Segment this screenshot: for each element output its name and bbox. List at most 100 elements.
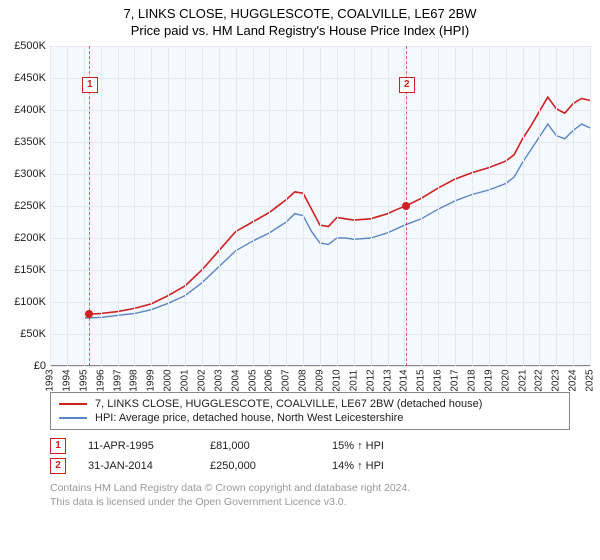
x-axis-label: 2012 [365, 369, 376, 391]
x-axis-label: 2008 [298, 369, 309, 391]
event-marker-2: 2 [50, 458, 66, 474]
x-gridline [337, 46, 338, 366]
x-gridline [421, 46, 422, 366]
x-axis-label: 2007 [281, 369, 292, 391]
x-axis-label: 2020 [500, 369, 511, 391]
y-axis-label: £300K [14, 168, 50, 180]
x-axis-label: 2001 [180, 369, 191, 391]
x-gridline [573, 46, 574, 366]
x-gridline [286, 46, 287, 366]
x-axis-label: 2016 [433, 369, 444, 391]
title-address: 7, LINKS CLOSE, HUGGLESCOTE, COALVILLE, … [0, 6, 600, 21]
x-axis-label: 2013 [382, 369, 393, 391]
y-axis-label: £450K [14, 72, 50, 84]
x-axis-label: 2021 [517, 369, 528, 391]
y-axis-label: £350K [14, 136, 50, 148]
footnote-line2: This data is licensed under the Open Gov… [50, 496, 570, 510]
x-axis-label: 2014 [399, 369, 410, 391]
x-gridline [185, 46, 186, 366]
plot-area: £0£50K£100K£150K£200K£250K£300K£350K£400… [50, 46, 590, 386]
event-dot [402, 202, 410, 210]
x-gridline [354, 46, 355, 366]
x-gridline [523, 46, 524, 366]
x-axis-label: 2018 [466, 369, 477, 391]
legend-label-hpi: HPI: Average price, detached house, Nort… [95, 412, 403, 424]
x-axis-label: 2019 [483, 369, 494, 391]
legend-item-hpi: HPI: Average price, detached house, Nort… [59, 411, 561, 425]
x-gridline [371, 46, 372, 366]
x-axis-label: 1998 [129, 369, 140, 391]
x-axis-label: 1997 [112, 369, 123, 391]
x-gridline [168, 46, 169, 366]
title-subtitle: Price paid vs. HM Land Registry's House … [0, 23, 600, 38]
chart-titles: 7, LINKS CLOSE, HUGGLESCOTE, COALVILLE, … [0, 0, 600, 38]
x-gridline [320, 46, 321, 366]
series-property [89, 97, 590, 314]
chart-container: 7, LINKS CLOSE, HUGGLESCOTE, COALVILLE, … [0, 0, 600, 509]
y-axis-label: £50K [20, 328, 50, 340]
x-gridline [269, 46, 270, 366]
x-gridline [219, 46, 220, 366]
x-gridline [134, 46, 135, 366]
x-axis-label: 2025 [585, 369, 596, 391]
x-axis-label: 1996 [95, 369, 106, 391]
x-gridline [590, 46, 591, 366]
event-date-2: 31-JAN-2014 [88, 460, 188, 472]
events-table: 1 11-APR-1995 £81,000 15% ↑ HPI 2 31-JAN… [50, 436, 570, 476]
x-axis-label: 2002 [196, 369, 207, 391]
x-gridline [101, 46, 102, 366]
event-row-1: 1 11-APR-1995 £81,000 15% ↑ HPI [50, 436, 570, 456]
x-axis-label: 1993 [45, 369, 56, 391]
y-axis-label: £500K [14, 40, 50, 52]
x-gridline [236, 46, 237, 366]
event-marker-1: 1 [50, 438, 66, 454]
y-axis-label: £100K [14, 296, 50, 308]
event-delta-2: 14% ↑ HPI [332, 460, 432, 472]
event-date-1: 11-APR-1995 [88, 440, 188, 452]
legend-swatch-property [59, 403, 87, 405]
event-price-1: £81,000 [210, 440, 310, 452]
x-axis-label: 2004 [230, 369, 241, 391]
y-axis-label: £400K [14, 104, 50, 116]
x-axis-label: 2011 [348, 370, 359, 392]
x-gridline [506, 46, 507, 366]
event-row-2: 2 31-JAN-2014 £250,000 14% ↑ HPI [50, 456, 570, 476]
x-axis-label: 2023 [551, 369, 562, 391]
x-gridline [388, 46, 389, 366]
x-gridline [151, 46, 152, 366]
event-marker-box: 2 [399, 77, 415, 93]
x-gridline [67, 46, 68, 366]
x-gridline [455, 46, 456, 366]
x-axis-label: 2000 [163, 369, 174, 391]
x-gridline [50, 46, 51, 366]
x-gridline [489, 46, 490, 366]
x-axis-label: 2017 [450, 369, 461, 391]
legend-item-property: 7, LINKS CLOSE, HUGGLESCOTE, COALVILLE, … [59, 397, 561, 411]
x-gridline [438, 46, 439, 366]
event-marker-box: 1 [82, 77, 98, 93]
event-delta-1: 15% ↑ HPI [332, 440, 432, 452]
legend: 7, LINKS CLOSE, HUGGLESCOTE, COALVILLE, … [50, 392, 570, 430]
x-gridline [556, 46, 557, 366]
x-axis-label: 2015 [416, 369, 427, 391]
x-axis-label: 2010 [331, 369, 342, 391]
x-axis-label: 1995 [78, 369, 89, 391]
x-gridline [84, 46, 85, 366]
x-gridline [303, 46, 304, 366]
x-gridline [118, 46, 119, 366]
x-gridline [253, 46, 254, 366]
x-axis-label: 2022 [534, 369, 545, 391]
footnote: Contains HM Land Registry data © Crown c… [50, 482, 570, 509]
event-dot [85, 310, 93, 318]
footnote-line1: Contains HM Land Registry data © Crown c… [50, 482, 570, 496]
x-gridline [472, 46, 473, 366]
x-axis-label: 1994 [61, 369, 72, 391]
y-gridline [51, 366, 590, 367]
legend-swatch-hpi [59, 417, 87, 419]
x-axis-label: 1999 [146, 369, 157, 391]
x-axis-label: 2005 [247, 369, 258, 391]
legend-label-property: 7, LINKS CLOSE, HUGGLESCOTE, COALVILLE, … [95, 398, 482, 410]
x-gridline [539, 46, 540, 366]
x-axis-label: 2006 [264, 369, 275, 391]
x-axis-label: 2003 [213, 369, 224, 391]
